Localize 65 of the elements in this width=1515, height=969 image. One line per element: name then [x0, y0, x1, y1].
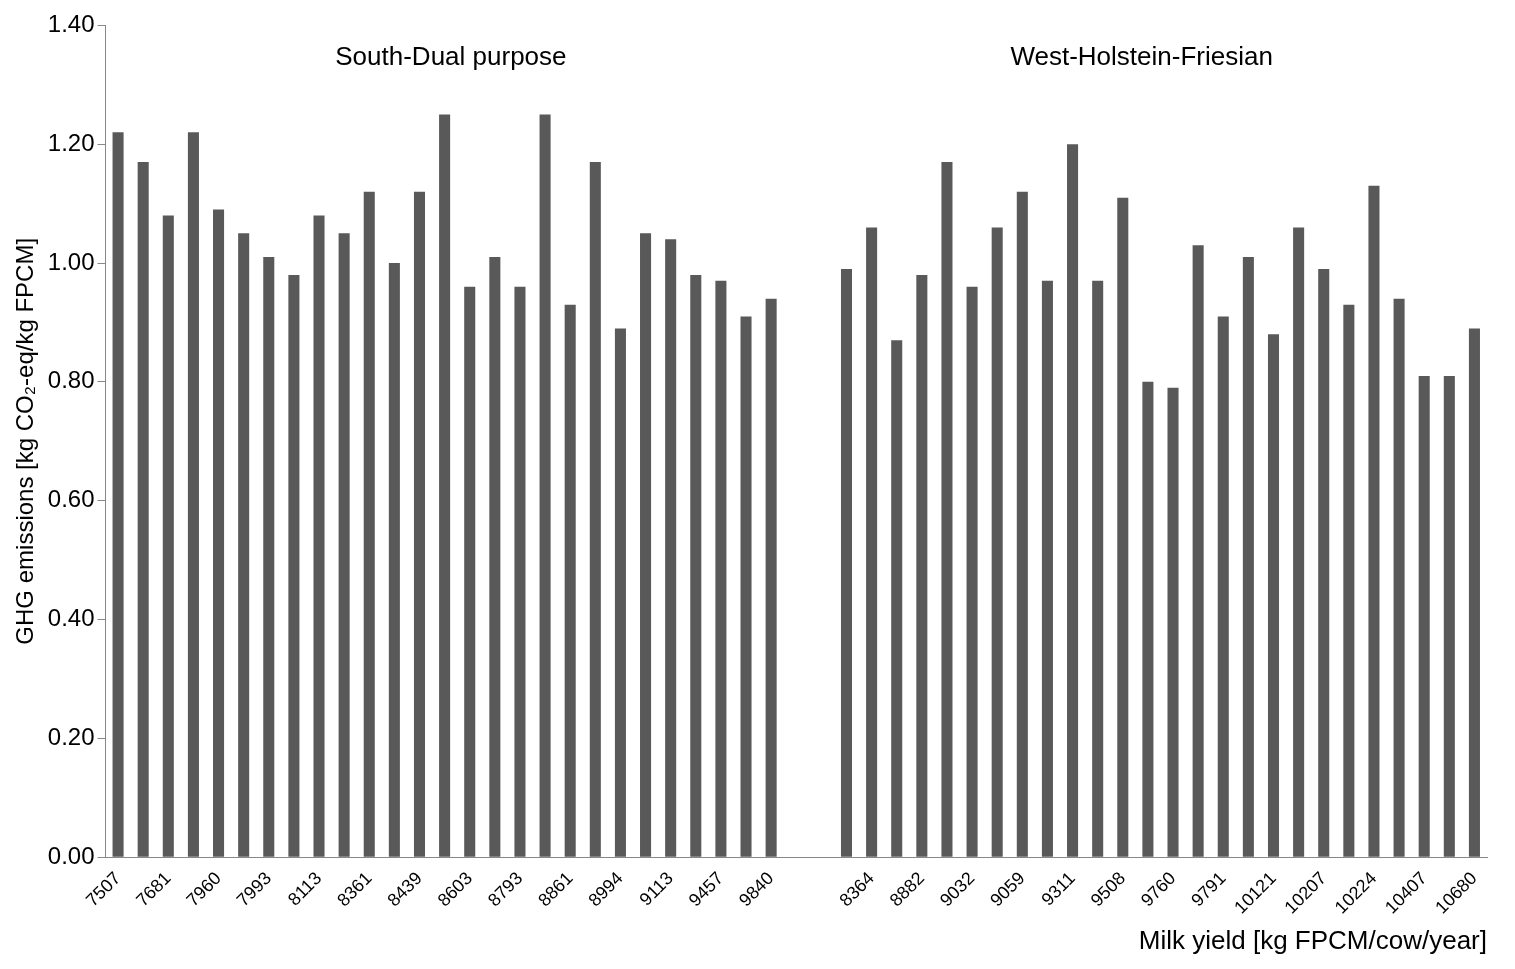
bar — [991, 227, 1003, 857]
bar — [1067, 144, 1079, 857]
bar — [1242, 257, 1254, 857]
bar — [288, 274, 300, 857]
bar — [1368, 185, 1380, 857]
bar — [514, 286, 526, 857]
bar — [640, 233, 652, 857]
y-tick-label: 0.80 — [47, 366, 95, 394]
bar — [891, 340, 903, 857]
bar — [162, 215, 174, 857]
bar — [1092, 280, 1104, 857]
bar — [1041, 280, 1053, 857]
bar — [941, 162, 953, 857]
bar — [439, 114, 451, 857]
bar — [966, 286, 978, 857]
bar — [238, 233, 250, 857]
bar — [489, 257, 501, 857]
y-tick-label: 1.40 — [47, 10, 95, 38]
bar — [187, 132, 199, 857]
bar — [112, 132, 124, 857]
bar — [388, 263, 400, 857]
annotation: West-Holstein-Friesian — [1010, 40, 1273, 71]
bar — [464, 286, 476, 857]
y-tick-label: 0.20 — [47, 722, 95, 750]
bar — [1343, 304, 1355, 857]
bar — [1393, 298, 1405, 857]
bar — [1142, 381, 1154, 857]
bar — [213, 209, 225, 857]
bar — [413, 191, 426, 857]
bar — [1443, 375, 1455, 857]
x-axis-title: Milk yield [kg FPCM/cow/year] — [1138, 924, 1487, 955]
bar — [1468, 328, 1480, 857]
y-tick-label: 1.00 — [47, 247, 95, 275]
bar — [665, 239, 677, 857]
bar — [263, 257, 275, 857]
bar — [1167, 387, 1179, 857]
bar — [840, 268, 853, 857]
bar — [313, 215, 325, 857]
bar — [740, 316, 752, 857]
bar — [1267, 334, 1280, 857]
y-tick-label: 0.60 — [47, 485, 95, 513]
bar — [539, 114, 551, 857]
bar — [137, 162, 149, 857]
bar — [866, 227, 878, 857]
bar — [1293, 227, 1305, 857]
bar — [589, 162, 601, 857]
y-tick-label: 0.00 — [47, 841, 95, 869]
bar — [715, 280, 727, 857]
bar — [1318, 268, 1330, 857]
bar — [916, 274, 928, 857]
annotation: South-Dual purpose — [335, 40, 567, 71]
bar — [363, 191, 375, 857]
y-tick-label: 0.40 — [47, 604, 95, 632]
bar — [614, 328, 626, 857]
y-axis-title: GHG emissions [kg CO₂-eq/kg FPCM] — [11, 237, 39, 645]
bar — [1217, 316, 1229, 857]
bar — [1016, 191, 1028, 857]
bar — [765, 298, 777, 857]
bar — [564, 304, 576, 857]
bar — [1117, 197, 1129, 857]
bar — [690, 274, 702, 857]
bar — [1418, 375, 1430, 857]
y-tick-label: 1.20 — [47, 128, 95, 156]
bar — [338, 233, 350, 857]
bar — [1192, 245, 1204, 857]
